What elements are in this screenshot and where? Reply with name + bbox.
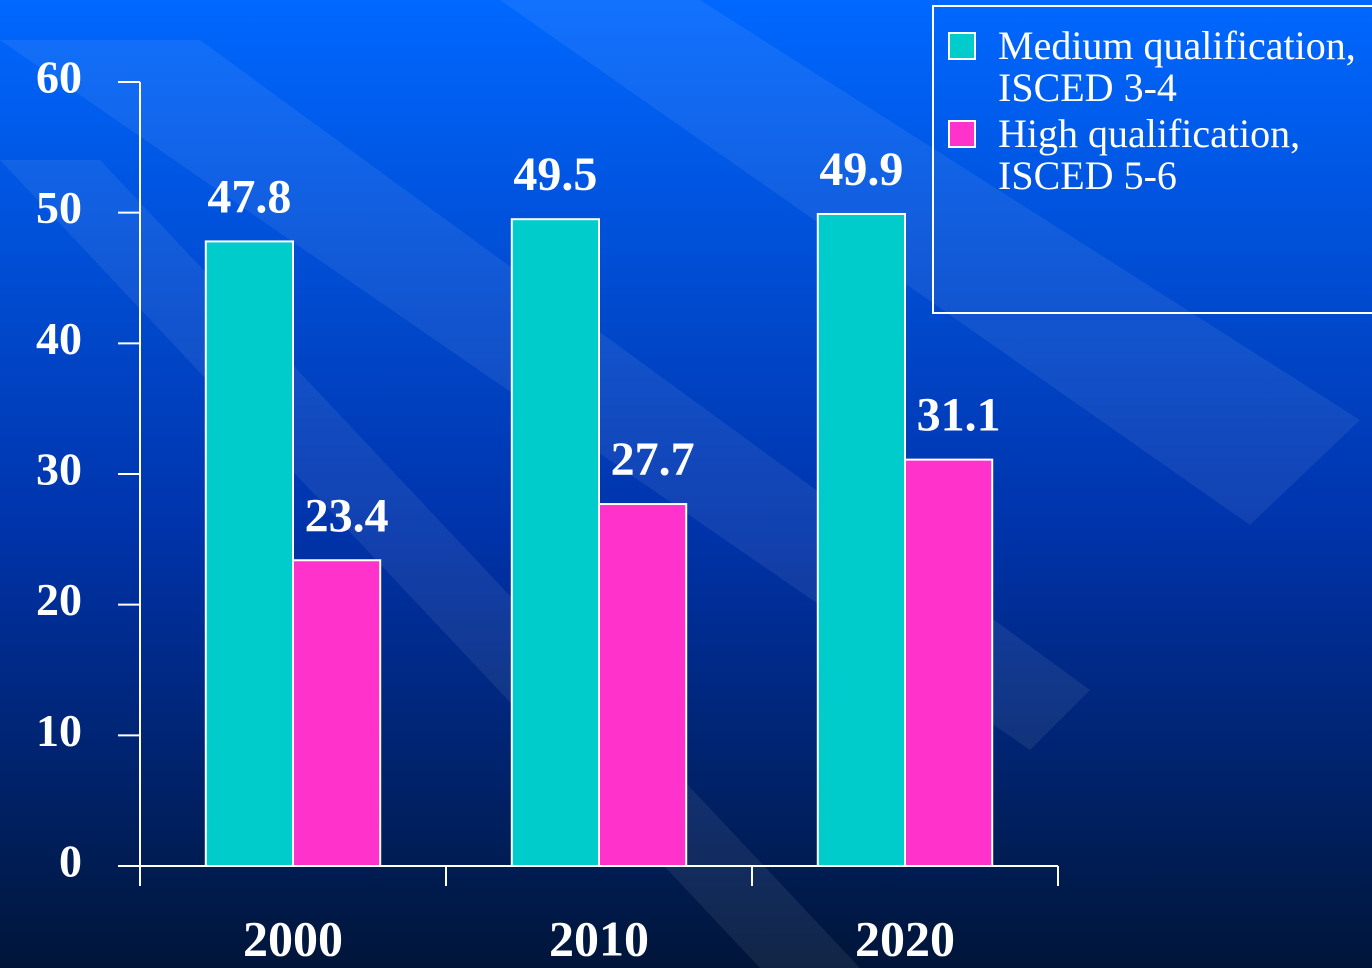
- bar: [204, 240, 294, 867]
- value-label: 47.8: [207, 170, 291, 223]
- bar: [598, 503, 688, 867]
- value-label: 23.4: [305, 489, 389, 542]
- x-tick-label: 2010: [549, 910, 649, 966]
- y-tick-label: 10: [36, 705, 82, 756]
- x-tick-label: 2000: [243, 910, 343, 966]
- value-label: 27.7: [611, 433, 695, 486]
- legend-label: High qualification, ISCED 5-6: [998, 111, 1301, 198]
- value-label: 49.9: [819, 143, 903, 196]
- legend-label: Medium qualification, ISCED 3-4: [998, 23, 1356, 110]
- legend-item: High qualification, ISCED 5-6: [948, 113, 1372, 197]
- legend-swatch: [948, 120, 976, 148]
- bar: [510, 218, 601, 867]
- legend-item: Medium qualification, ISCED 3-4: [948, 25, 1372, 109]
- x-tick-label: 2020: [855, 910, 955, 966]
- y-tick-label: 60: [36, 52, 82, 103]
- legend: Medium qualification, ISCED 3-4 High qual…: [932, 5, 1372, 314]
- value-label: 49.5: [513, 148, 597, 201]
- legend-swatch: [948, 32, 976, 60]
- value-label: 31.1: [917, 389, 1001, 442]
- bar: [816, 212, 906, 867]
- bar: [904, 458, 994, 867]
- y-tick-label: 50: [36, 182, 82, 233]
- y-tick-label: 20: [36, 574, 82, 625]
- y-tick-label: 0: [59, 836, 82, 887]
- bar: [292, 559, 382, 867]
- y-tick-label: 40: [36, 313, 82, 364]
- y-tick-label: 30: [36, 444, 82, 495]
